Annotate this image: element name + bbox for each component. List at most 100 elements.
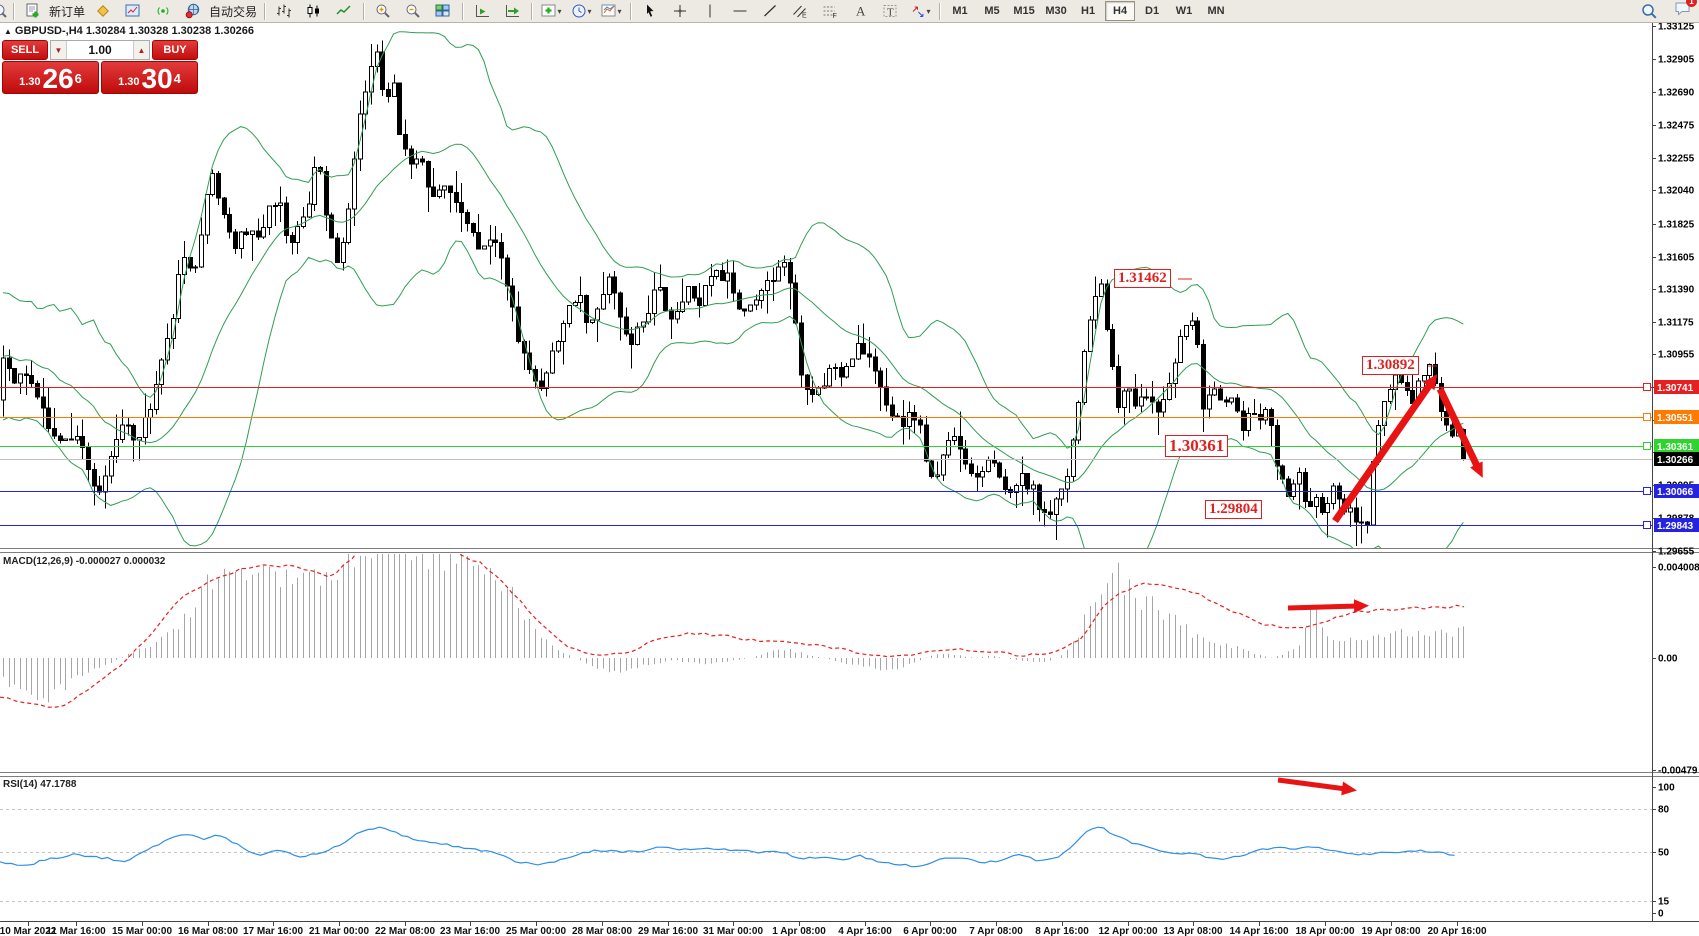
zoom-out-icon[interactable] [398, 0, 428, 22]
bar-chart-icon[interactable] [269, 0, 299, 22]
panel-borders [0, 22, 1699, 922]
svg-text:29 Mar 16:00: 29 Mar 16:00 [638, 926, 698, 936]
line-drag-handle[interactable] [1643, 487, 1651, 495]
svg-text:11 Mar 16:00: 11 Mar 16:00 [46, 926, 106, 936]
svg-text:1.30266: 1.30266 [1657, 455, 1694, 466]
rsi-indicator [0, 809, 1652, 902]
candlestick-series [1, 40, 1466, 546]
symbols-icon[interactable] [88, 0, 118, 22]
volume-stepper: ▼ 1.00 ▲ [50, 40, 150, 60]
svg-text:28 Mar 08:00: 28 Mar 08:00 [572, 926, 632, 936]
charts-window-icon[interactable] [118, 0, 148, 22]
cursor-tool-icon[interactable] [635, 0, 665, 22]
tile-windows-icon[interactable] [428, 0, 458, 22]
horizontal-lines[interactable] [0, 387, 1652, 526]
price-tags[interactable]: 1.30741 1.30551 1.30361 1.30266 1.30066 1.298… [1643, 380, 1699, 532]
svg-text:1.29843: 1.29843 [1657, 521, 1694, 532]
one-click-trading-panel: SELL ▼ 1.00 ▲ BUY 1.30 26 6 1.30 30 4 [2, 40, 198, 94]
toolbar-separator [13, 2, 14, 20]
trend-arrows[interactable] [1277, 373, 1483, 796]
buy-price[interactable]: 1.30 30 4 [101, 61, 198, 94]
svg-text:1.30361: 1.30361 [1657, 442, 1694, 453]
sell-price[interactable]: 1.30 26 6 [2, 61, 99, 94]
channel-tool-icon[interactable]: E [785, 0, 815, 22]
svg-text:1.30955: 1.30955 [1658, 350, 1695, 361]
svg-text:4 Apr 16:00: 4 Apr 16:00 [838, 926, 892, 936]
tab-timeframe-M30[interactable]: M30 [1045, 5, 1067, 17]
price-annotation[interactable]: 1.30892 [1362, 356, 1419, 376]
auto-scroll-icon[interactable] [467, 0, 497, 22]
tab-timeframe-MN[interactable]: MN [1207, 5, 1225, 17]
svg-text:12 Apr 00:00: 12 Apr 00:00 [1098, 926, 1158, 936]
periods-icon[interactable]: ▾ [566, 0, 596, 22]
svg-text:50: 50 [1658, 848, 1670, 859]
chart-shift-icon[interactable] [497, 0, 527, 22]
search-icon[interactable] [1634, 0, 1664, 22]
svg-text:1.30551: 1.30551 [1657, 413, 1694, 424]
tab-timeframe-M5[interactable]: M5 [984, 5, 1000, 17]
chevron-down-icon: ▾ [557, 6, 562, 16]
main-toolbar: 新订单 自动交易 ▾ ▾ ▾ [0, 0, 1699, 23]
volume-decrease-button[interactable]: ▼ [51, 41, 67, 59]
price-annotation[interactable]: 1.31462 [1114, 269, 1171, 289]
svg-text:6 Apr 00:00: 6 Apr 00:00 [903, 926, 957, 936]
svg-text:1 Apr 08:00: 1 Apr 08:00 [772, 926, 826, 936]
svg-text:14 Apr 16:00: 14 Apr 16:00 [1229, 926, 1289, 936]
fibonacci-tool-icon[interactable]: F [815, 0, 845, 22]
autotrade-icon[interactable] [178, 0, 208, 22]
indicators-icon[interactable]: ▾ [536, 0, 566, 22]
candlestick-chart-icon[interactable] [299, 0, 329, 22]
line-drag-handle[interactable] [1643, 383, 1651, 391]
text-label-tool-icon[interactable]: T [875, 0, 905, 22]
tab-timeframe-M15[interactable]: M15 [1013, 5, 1035, 17]
price-annotation[interactable]: 1.29804 [1205, 500, 1262, 520]
autotrade-label[interactable]: 自动交易 [209, 4, 258, 19]
line-chart-icon[interactable] [329, 0, 359, 22]
price-annotation[interactable]: 1.30361 [1165, 435, 1229, 457]
tab-timeframe-H1[interactable]: H1 [1081, 5, 1096, 17]
toolbar-separator [264, 2, 266, 20]
new-order-button[interactable] [18, 0, 48, 22]
line-drag-handle[interactable] [1643, 413, 1651, 421]
symbol-info: ▲ GBPUSD-,H4 1.30284 1.30328 1.30238 1.30… [4, 25, 255, 37]
text-tool-icon[interactable]: A [845, 0, 875, 22]
svg-text:8 Apr 16:00: 8 Apr 16:00 [1035, 926, 1089, 936]
zoom-in-icon[interactable] [368, 0, 398, 22]
arrows-tool-icon[interactable]: ▾ [905, 0, 935, 22]
horizontal-line-tool-icon[interactable] [725, 0, 755, 22]
svg-text:1.31605: 1.31605 [1658, 253, 1695, 264]
svg-text:16 Mar 08:00: 16 Mar 08:00 [178, 926, 238, 936]
tab-timeframe-H4[interactable]: H4 [1105, 1, 1136, 21]
trendline-tool-icon[interactable] [755, 0, 785, 22]
svg-text:1.31825: 1.31825 [1658, 220, 1695, 231]
signals-icon[interactable] [148, 0, 178, 22]
chat-icon[interactable]: 1 [1674, 0, 1697, 22]
notification-badge: 1 [1686, 0, 1697, 7]
buy-button[interactable]: BUY [152, 40, 198, 60]
volume-increase-button[interactable]: ▲ [133, 41, 149, 59]
svg-text:25 Mar 00:00: 25 Mar 00:00 [506, 926, 566, 936]
svg-text:15: 15 [1658, 897, 1670, 908]
sell-button[interactable]: SELL [2, 40, 48, 60]
volume-value[interactable]: 1.00 [88, 43, 112, 57]
svg-text:-0.00479: -0.00479 [1658, 766, 1698, 777]
price-axis[interactable]: 1.33125 1.32905 1.32690 1.32475 1.32255 1.320… [1652, 22, 1699, 920]
tab-timeframe-W1[interactable]: W1 [1175, 5, 1193, 17]
timeframe-button-group: M1 M5 M15 M30 H1 H4 D1 W1 MN [944, 1, 1232, 21]
svg-text:T: T [887, 7, 894, 19]
line-drag-handle[interactable] [1643, 521, 1651, 529]
line-drag-handle[interactable] [1643, 442, 1651, 450]
new-order-label[interactable]: 新订单 [49, 4, 86, 19]
tab-timeframe-D1[interactable]: D1 [1145, 5, 1160, 17]
vertical-line-tool-icon[interactable] [695, 0, 725, 22]
crosshair-tool-icon[interactable] [665, 0, 695, 22]
svg-text:0: 0 [1658, 909, 1664, 920]
svg-text:21 Mar 00:00: 21 Mar 00:00 [309, 926, 369, 936]
svg-text:1.32475: 1.32475 [1658, 121, 1695, 132]
tab-timeframe-M1[interactable]: M1 [952, 5, 968, 17]
svg-text:1.30741: 1.30741 [1657, 383, 1694, 394]
templates-icon[interactable]: ▾ [596, 0, 626, 22]
svg-text:22 Mar 08:00: 22 Mar 08:00 [375, 926, 435, 936]
